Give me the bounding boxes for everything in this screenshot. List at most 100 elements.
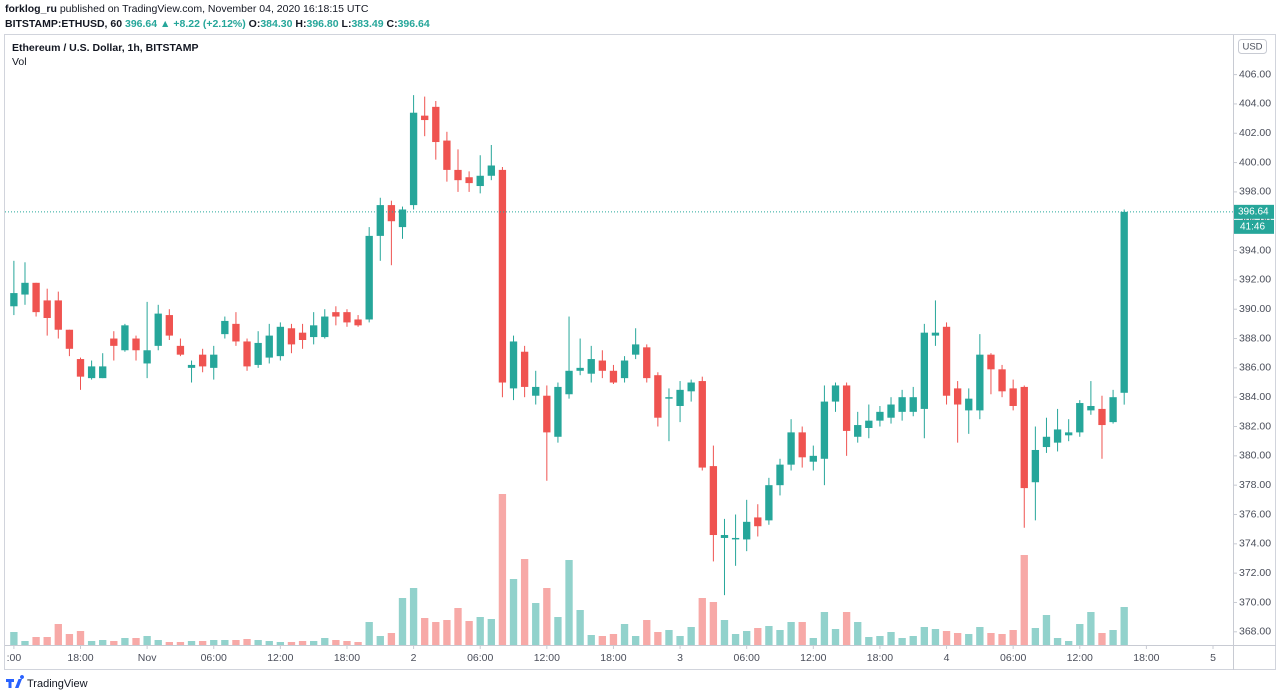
candle-body bbox=[820, 401, 829, 459]
candle-body bbox=[809, 455, 817, 462]
candle-body bbox=[287, 328, 296, 345]
volume-bar bbox=[620, 624, 629, 645]
x-tick-label: 18:00 bbox=[1133, 652, 1159, 664]
candle-body bbox=[842, 385, 851, 431]
y-tick-label: 388.00 bbox=[1239, 332, 1271, 344]
y-tick-label: 400.00 bbox=[1239, 156, 1271, 168]
volume-bar bbox=[709, 602, 718, 645]
volume-bar bbox=[887, 632, 895, 645]
currency-box[interactable] bbox=[1238, 39, 1267, 54]
candle-body bbox=[743, 521, 751, 540]
volume-bar bbox=[787, 622, 795, 645]
volume-bar bbox=[1020, 555, 1028, 645]
volume-bar bbox=[1065, 641, 1073, 645]
open: 384.30 bbox=[260, 18, 292, 30]
candle-body bbox=[365, 235, 373, 320]
candle-body bbox=[665, 397, 673, 399]
candle-body bbox=[798, 432, 806, 458]
x-tick-label: 06:00 bbox=[467, 652, 493, 664]
volume-bar bbox=[121, 638, 129, 645]
candle-body bbox=[409, 112, 418, 206]
y-tick-label: 394.00 bbox=[1239, 244, 1271, 256]
candle-body bbox=[132, 338, 140, 351]
candle-body bbox=[731, 537, 740, 540]
candle-body bbox=[476, 175, 484, 187]
y-tick-label: 402.00 bbox=[1239, 127, 1271, 139]
volume-bar bbox=[1009, 630, 1017, 645]
candle-body bbox=[987, 354, 995, 370]
volume-bar bbox=[243, 639, 251, 645]
candle-body bbox=[854, 425, 862, 437]
candle-body bbox=[187, 364, 196, 368]
x-tick-label: 06:00 bbox=[1000, 652, 1026, 664]
low: 383.49 bbox=[351, 18, 383, 30]
volume-bar bbox=[987, 633, 995, 645]
candle-body bbox=[909, 397, 917, 412]
candle-body bbox=[953, 388, 962, 405]
candle-body bbox=[865, 420, 873, 428]
volume-bar bbox=[232, 640, 240, 645]
candle-body bbox=[1109, 397, 1117, 423]
candle-body bbox=[1020, 386, 1028, 489]
candle-body bbox=[432, 106, 440, 143]
volume-bar bbox=[587, 635, 595, 645]
candle-body bbox=[1098, 408, 1106, 426]
candle-body bbox=[654, 375, 662, 418]
candle-body bbox=[332, 312, 340, 317]
volume-bar bbox=[221, 640, 229, 645]
volume-bar bbox=[865, 637, 873, 645]
quote-line: BITSTAMP:ETHUSD, 60 396.64 ▲ +8.22 (+2.1… bbox=[5, 18, 430, 30]
volume-bar bbox=[720, 620, 729, 645]
volume-bar bbox=[1042, 615, 1051, 645]
candle-body bbox=[509, 341, 518, 389]
x-tick-label: 18:00 bbox=[334, 652, 360, 664]
candle-body bbox=[198, 354, 207, 367]
close: 396.64 bbox=[398, 18, 430, 30]
volume-bar bbox=[1053, 638, 1062, 645]
volume-bar bbox=[1098, 633, 1106, 645]
volume-bar bbox=[32, 637, 40, 645]
change: ▲ +8.22 (+2.12%) bbox=[160, 18, 246, 30]
volume-bars bbox=[10, 494, 1128, 645]
candle-body bbox=[376, 205, 384, 236]
volume-bar bbox=[421, 618, 429, 645]
volume-bar bbox=[310, 641, 318, 645]
candle-body bbox=[920, 332, 928, 409]
candle-body bbox=[54, 300, 62, 330]
candle-body bbox=[787, 432, 795, 465]
high: 396.80 bbox=[306, 18, 338, 30]
x-tick-label: 12:00 bbox=[267, 652, 293, 664]
volume-bar bbox=[953, 633, 962, 645]
x-tick-label: 3 bbox=[677, 652, 683, 664]
volume-bar bbox=[65, 634, 74, 645]
candle-body bbox=[532, 386, 540, 396]
volume-bar bbox=[754, 628, 762, 645]
volume-bar bbox=[465, 621, 473, 645]
candle-body bbox=[1031, 449, 1040, 483]
volume-bar bbox=[365, 622, 373, 645]
volume-bar bbox=[387, 633, 396, 645]
brand[interactable]: TradingView bbox=[27, 678, 88, 690]
author[interactable]: forklog_ru bbox=[5, 3, 57, 15]
candle-body bbox=[21, 282, 29, 295]
candle-body bbox=[998, 369, 1006, 392]
x-tick-label: 18:00 bbox=[867, 652, 893, 664]
candle-body bbox=[465, 177, 473, 184]
volume-bar bbox=[354, 642, 362, 645]
candle-body bbox=[143, 350, 151, 364]
candle-body bbox=[1076, 403, 1084, 433]
candle-body bbox=[754, 517, 762, 527]
candle-body bbox=[1009, 388, 1017, 406]
y-tick-label: 376.00 bbox=[1239, 508, 1271, 520]
candle-body bbox=[165, 315, 173, 336]
volume-bar bbox=[10, 632, 18, 645]
volume-bar bbox=[942, 631, 951, 645]
x-tick-label: 06:00 bbox=[201, 652, 227, 664]
candle-body bbox=[32, 282, 40, 313]
volume-bar bbox=[831, 629, 840, 645]
candle-body bbox=[443, 140, 451, 170]
last: 396.64 bbox=[125, 18, 157, 30]
high-label: H: bbox=[295, 18, 306, 30]
volume-bar bbox=[643, 620, 651, 645]
